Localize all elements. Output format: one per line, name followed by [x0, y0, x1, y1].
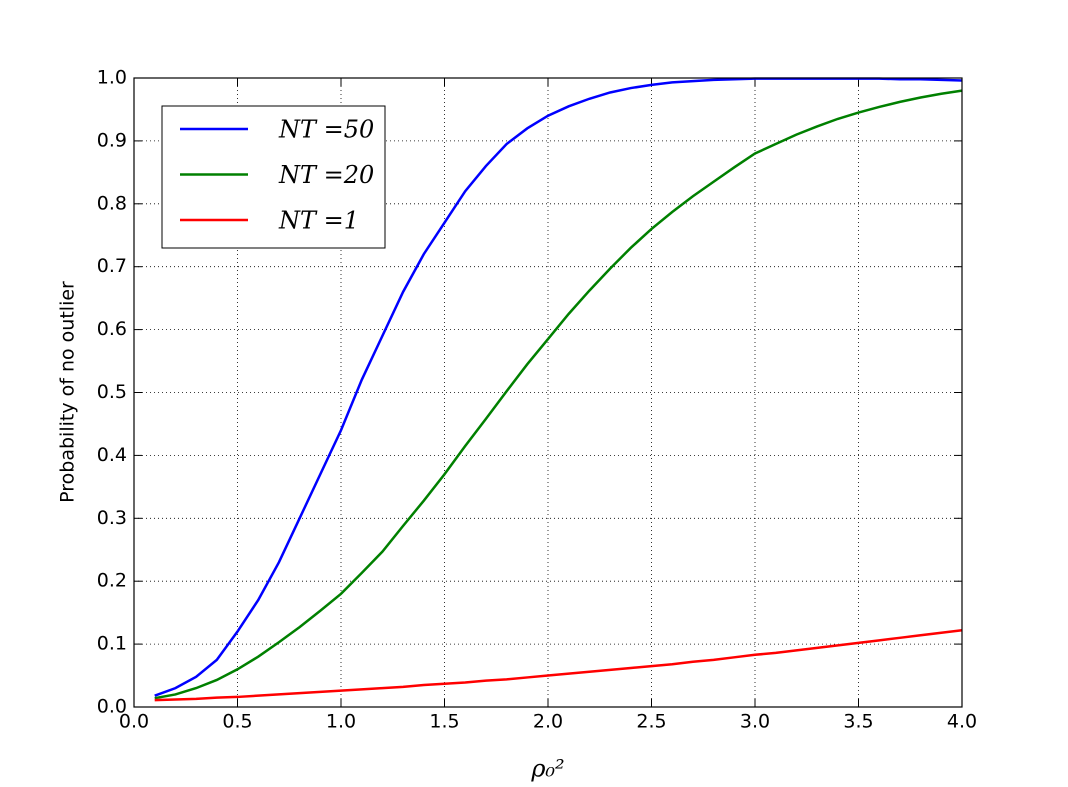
y-tick-label: 0.0 — [97, 696, 127, 718]
x-axis-label: ρ₀² — [530, 755, 564, 783]
series-line — [154, 629, 963, 702]
y-tick-label: 0.6 — [97, 318, 127, 340]
x-tick-label: 3.0 — [740, 711, 770, 733]
y-tick-label: 1.0 — [97, 67, 127, 89]
x-tick-label: 1.5 — [429, 711, 459, 733]
y-tick-label: 0.2 — [97, 570, 127, 592]
y-tick-label: 0.4 — [97, 444, 127, 466]
x-tick-label: 4.0 — [947, 711, 977, 733]
legend-label: NT =20 — [278, 161, 374, 189]
series-line — [154, 89, 963, 700]
y-tick-label: 0.8 — [97, 192, 127, 214]
y-tick-label: 0.9 — [97, 129, 127, 151]
series-line — [154, 77, 963, 697]
plot-frame — [133, 77, 963, 708]
y-axis-label: Probability of no outlier — [57, 281, 79, 503]
y-tick-label: 0.7 — [97, 255, 127, 277]
y-tick-label: 0.1 — [97, 633, 127, 655]
x-tick-label: 2.5 — [636, 711, 666, 733]
x-tick-label: 2.0 — [533, 711, 563, 733]
y-tick-label: 0.5 — [97, 381, 127, 403]
x-tick-label: 3.5 — [843, 711, 873, 733]
x-tick-label: 1.0 — [326, 711, 356, 733]
x-tick-label: 0.0 — [119, 711, 149, 733]
legend-label: NT =1 — [278, 207, 359, 235]
y-tick-label: 0.3 — [97, 507, 127, 529]
legend-label: NT =50 — [278, 116, 374, 144]
x-tick-label: 0.5 — [222, 711, 252, 733]
